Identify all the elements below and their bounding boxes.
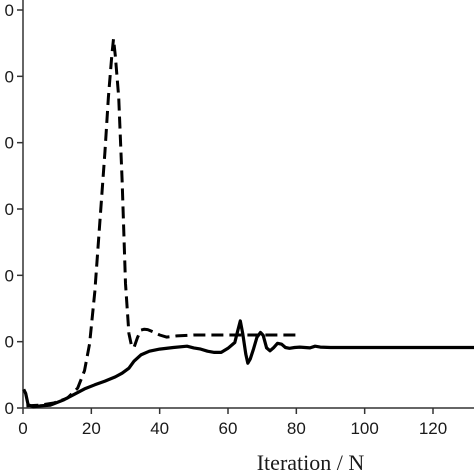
dashed-series-line — [26, 39, 296, 406]
y-tick-label: 0 — [5, 200, 14, 219]
x-tick-label: 60 — [219, 419, 238, 438]
tick-marks — [17, 10, 433, 414]
y-tick-label: 0 — [5, 134, 14, 153]
x-tick-label: 80 — [287, 419, 306, 438]
y-tick-label: 0 — [5, 333, 14, 352]
y-tick-label: 0 — [5, 67, 14, 86]
y-tick-label: 0 — [5, 1, 14, 20]
x-tick-label: 20 — [82, 419, 101, 438]
series-lines — [24, 39, 474, 407]
y-tick-label: 0 — [5, 399, 14, 418]
x-tick-label: 120 — [419, 419, 447, 438]
x-tick-label: 40 — [150, 419, 169, 438]
x-tick-label: 0 — [18, 419, 27, 438]
x-tick-label: 100 — [350, 419, 378, 438]
x-axis-title: Iteration / N — [257, 450, 365, 474]
y-tick-label: 0 — [5, 266, 14, 285]
